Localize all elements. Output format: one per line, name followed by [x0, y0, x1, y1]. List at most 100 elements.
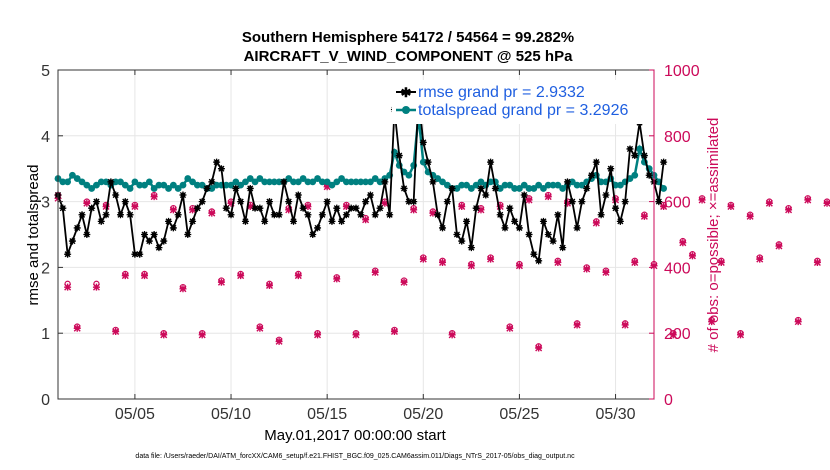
- rmse-point: [150, 231, 158, 238]
- spread-point: [636, 145, 643, 153]
- rmse-point-star: [660, 158, 668, 166]
- rmse-point-star: [64, 250, 72, 258]
- rmse-point: [491, 184, 499, 192]
- spread-point: [342, 178, 350, 186]
- obs-assimilated-point: [390, 328, 398, 336]
- rmse-point-star: [318, 211, 326, 219]
- obs-assimilated-point: [256, 324, 264, 332]
- rmse-point-star: [78, 211, 86, 219]
- rmse-point-star: [285, 198, 293, 206]
- rmse-point: [515, 224, 523, 232]
- spread-point: [347, 178, 355, 186]
- obs-assimilated-point: [64, 283, 72, 291]
- rmse-point: [193, 204, 201, 212]
- obs-assimilated-point: [227, 199, 235, 207]
- rmse-point-star: [573, 224, 581, 232]
- obs-assimilated-point: [410, 206, 418, 214]
- rmse-point-star: [342, 211, 350, 219]
- rmse-point-star: [189, 217, 197, 225]
- x-axis-label: May.01,2017 00:00:00 start: [264, 427, 446, 444]
- rmse-point: [511, 217, 519, 225]
- rmse-point-star: [169, 224, 177, 232]
- rmse-point: [112, 191, 120, 199]
- obs-assimilated-point: [756, 255, 764, 263]
- spread-point: [169, 181, 177, 189]
- rmse-point-star: [280, 178, 288, 186]
- obs-assimilated-point: [544, 193, 552, 201]
- obs-assimilated-point: [727, 203, 735, 211]
- spread-point: [660, 185, 668, 192]
- obs-assimilated-glyph: [506, 324, 514, 332]
- obs-assimilated-glyph: [573, 321, 581, 329]
- rmse-point-star: [366, 191, 374, 199]
- rmse-point: [213, 158, 221, 166]
- rmse-point: [453, 231, 461, 238]
- spread-point: [304, 178, 312, 186]
- spread-point: [117, 178, 124, 186]
- rmse-point-star: [616, 217, 624, 225]
- obs-assimilated-point: [679, 239, 687, 247]
- obs-assimilated-glyph: [794, 318, 802, 326]
- spread-point: [496, 185, 504, 192]
- rmse-point-star: [434, 211, 442, 219]
- obs-assimilated-point: [102, 203, 110, 211]
- y-axis-right: 0 200 400 600 800 1000: [649, 63, 700, 409]
- rmse-point-star: [150, 231, 158, 238]
- rmse-point: [333, 204, 341, 212]
- rmse-point-star: [506, 204, 514, 212]
- chart-title-line1: Southern Hemisphere 54172 / 54564 = 99.2…: [242, 29, 574, 46]
- obs-assimilated-glyph: [362, 216, 370, 224]
- rmse-point-star: [261, 217, 269, 225]
- rmse-point: [597, 211, 605, 219]
- obs-assimilated-glyph: [429, 209, 437, 217]
- obs-assimilated-glyph: [775, 242, 783, 250]
- rmse-point: [434, 211, 442, 219]
- spread-point: [227, 181, 235, 189]
- obs-assimilated-point: [525, 196, 533, 204]
- rmse-point-star: [83, 231, 91, 238]
- rmse-point-star: [496, 211, 504, 219]
- rmse-point-star: [208, 178, 216, 186]
- rmse-point-star: [395, 152, 403, 160]
- spread-point: [453, 185, 461, 192]
- obs-assimilated-point: [439, 258, 447, 266]
- spread-point: [126, 185, 134, 192]
- rmse-point: [179, 191, 187, 199]
- spread-point: [150, 185, 158, 192]
- spread-point: [213, 181, 221, 189]
- rmse-point: [477, 184, 485, 192]
- rmse-point: [362, 198, 370, 206]
- rmse-point: [520, 191, 528, 199]
- rmse-point: [429, 178, 437, 186]
- rmse-point: [371, 211, 379, 219]
- rmse-point-star: [640, 152, 648, 160]
- obs-assimilated-point: [189, 206, 197, 214]
- rmse-point: [184, 231, 192, 238]
- rmse-point-star: [136, 250, 144, 258]
- rmse-point: [395, 152, 403, 160]
- spread-point: [568, 178, 576, 186]
- obs-assimilated-glyph: [323, 183, 331, 191]
- rmse-point-star: [539, 217, 547, 225]
- spread-point: [285, 175, 293, 182]
- rmse-point-star: [386, 211, 394, 219]
- spread-point: [294, 178, 302, 186]
- obs-assimilated-glyph: [304, 203, 312, 211]
- obs-assimilated-point: [573, 321, 581, 329]
- spread-point: [112, 178, 120, 186]
- rmse-point: [189, 217, 197, 225]
- y-left-tick-label: 3: [41, 195, 50, 212]
- rmse-point-star: [419, 138, 427, 146]
- rmse-point-star: [472, 204, 480, 212]
- obs-assimilated-point: [794, 318, 802, 326]
- legend-spread-label: totalspread grand pr = 3.2926: [418, 102, 628, 119]
- rmse-point: [78, 211, 86, 219]
- rmse-point-star: [357, 211, 365, 219]
- spread-point: [179, 181, 187, 189]
- obs-assimilated-point: [583, 265, 591, 273]
- obs-assimilated-glyph: [227, 199, 235, 207]
- spread-point: [367, 178, 374, 186]
- spread-point: [540, 185, 547, 192]
- rmse-point-star: [405, 198, 413, 206]
